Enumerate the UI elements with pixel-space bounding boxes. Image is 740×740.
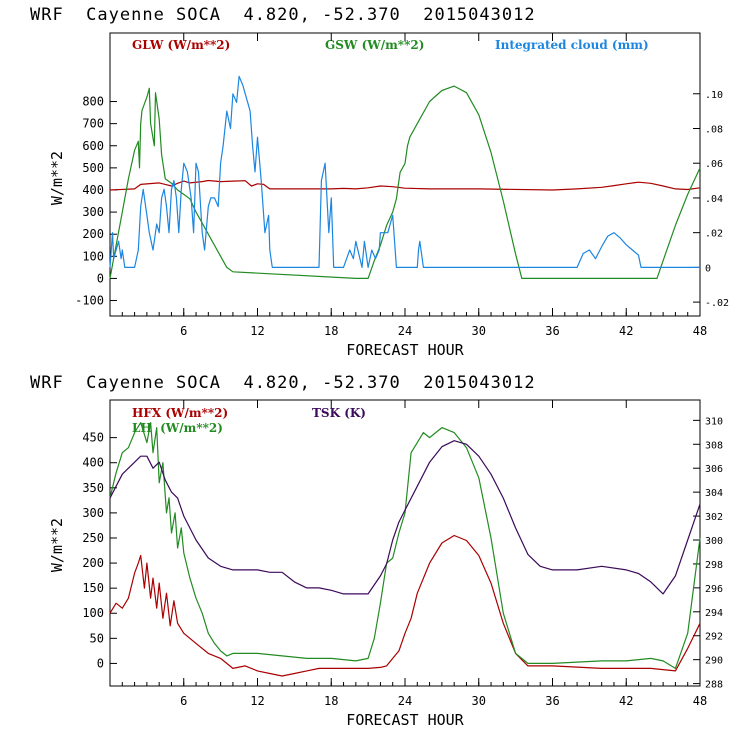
legend-gsw: GSW (W/m**2) [325,38,424,52]
bottom-y2tick-label: 292 [705,632,723,643]
bottom-y2tick-label: 298 [705,560,723,571]
chart-top-series [109,75,701,279]
bottom-xtick-label: 48 [693,694,707,708]
top-y2tick-label: .10 [705,90,723,101]
bottom-xtick-label: 24 [398,694,412,708]
bottom-ytick-label: 300 [82,506,104,520]
top-ytick-label: 500 [82,161,104,175]
bottom-ytick-label: 100 [82,606,104,620]
bottom-y2tick-label: 310 [705,416,723,427]
bottom-ytick-label: 400 [82,456,104,470]
bottom-y2tick-label: 294 [705,608,723,619]
legend-lh: LH (W/m**2) [132,421,223,435]
top-series-cloud [109,75,700,268]
top-y2tick-label: .04 [705,194,723,205]
top-ytick-label: 800 [82,95,104,109]
bottom-series-lh [109,422,701,669]
bottom-y2tick-label: 296 [705,584,723,595]
top-y2tick-label: .06 [705,159,723,170]
bottom-xtick-label: 6 [180,694,187,708]
top-ytick-label: 400 [82,183,104,197]
top-ytick-label: 200 [82,227,104,241]
bottom-y2tick-label: 290 [705,656,723,667]
bottom-y2tick-label: 306 [705,464,723,475]
bottom-y2tick-label: 300 [705,536,723,547]
top-ytick-label: 100 [82,249,104,263]
bottom-ytick-label: 200 [82,556,104,570]
top-xtick-label: 48 [693,324,707,338]
bottom-xtick-label: 12 [250,694,264,708]
top-xtick-label: 42 [619,324,633,338]
top-y2tick-label: .02 [705,229,723,240]
chart-top-axes: 6 12 18 24 30 36 42 48 -100 0 100 200 300 400 500 600 70… [75,33,729,338]
bottom-y2tick-label: 308 [705,440,723,451]
bottom-xtick-label: 36 [545,694,559,708]
bottom-xtick-label: 42 [619,694,633,708]
legend-glw: GLW (W/m**2) [132,38,230,52]
bottom-y2tick-label: 288 [705,680,723,691]
chart-bottom-ylabel: W/m**2 [48,518,66,572]
top-ytick-label: 300 [82,205,104,219]
top-xtick-label: 30 [472,324,486,338]
bottom-ytick-label: 250 [82,531,104,545]
legend-cloud: Integrated cloud (mm) [495,38,649,52]
bottom-ytick-label: 150 [82,581,104,595]
bottom-xtick-label: 18 [324,694,338,708]
top-ytick-label: 0 [97,271,104,285]
top-xtick-label: 24 [398,324,412,338]
top-ytick-label: 600 [82,139,104,153]
top-ytick-label: 700 [82,117,104,131]
chart-top: WRF Cayenne SOCA 4.820, -52.370 20150430… [30,5,729,359]
chart-bottom-axes: 6 12 18 24 30 36 42 48 0 50 100 150 200 250 300 350 400 4… [82,400,723,708]
top-xtick-label: 12 [250,324,264,338]
top-ytick-label: -100 [75,294,104,308]
chart-bottom-series [109,422,701,677]
bottom-ytick-label: 50 [90,631,104,645]
top-y2tick-label: -.02 [705,298,729,309]
chart-top-xlabel: FORECAST HOUR [346,341,464,359]
top-xtick-label: 36 [545,324,559,338]
bottom-series-hfx [109,534,701,677]
top-y2tick-label: 0 [705,263,711,274]
top-xtick-label: 18 [324,324,338,338]
chart-bottom-xlabel: FORECAST HOUR [346,711,464,729]
chart-bottom-title: WRF Cayenne SOCA 4.820, -52.370 20150430… [30,373,536,393]
bottom-ytick-label: 450 [82,431,104,445]
legend-hfx: HFX (W/m**2) [132,406,228,420]
chart-top-title: WRF Cayenne SOCA 4.820, -52.370 20150430… [30,5,536,25]
top-y2tick-label: .08 [705,124,723,135]
bottom-xtick-label: 30 [472,694,486,708]
chart-top-ylabel: W/m**2 [48,151,66,205]
top-series-gsw [109,85,701,279]
top-series-glw [109,179,701,191]
legend-tsk: TSK (K) [312,406,366,420]
bottom-ytick-label: 350 [82,481,104,495]
chart-bottom: WRF Cayenne SOCA 4.820, -52.370 20150430… [30,373,723,729]
top-xtick-label: 6 [180,324,187,338]
bottom-y2tick-label: 302 [705,512,723,523]
bottom-ytick-label: 0 [97,656,104,670]
bottom-y2tick-label: 304 [705,488,723,499]
bottom-series-tsk [109,440,701,595]
